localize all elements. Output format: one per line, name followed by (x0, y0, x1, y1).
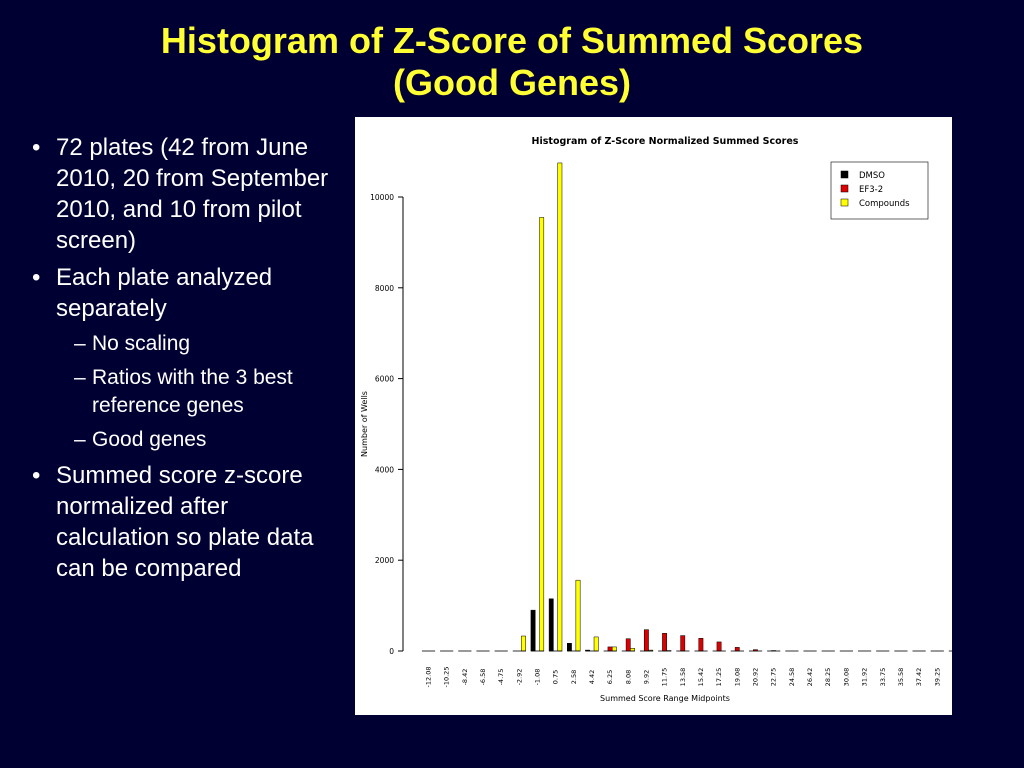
x-tick-label: 8.08 (624, 670, 632, 684)
x-tick-label: -12.08 (425, 667, 433, 688)
x-tick-label: 6.25 (606, 670, 614, 684)
bar-dmso (548, 598, 554, 652)
x-tick-label: -4.75 (497, 669, 505, 686)
bullet-text: Summed score z-score normalized after ca… (56, 462, 314, 582)
bar-ef3-2 (734, 647, 740, 652)
bar-ef3-2 (643, 629, 649, 652)
x-tick-label: 35.58 (897, 668, 905, 687)
bullet-text: Good genes (92, 428, 207, 451)
slide-title: Histogram of Z-Score of Summed Scores (G… (0, 20, 1024, 104)
bullet-list: • 72 plates (42 from June 2010, 20 from S… (32, 132, 332, 590)
bar-compounds (575, 579, 581, 652)
bar-ef3-2 (607, 646, 613, 652)
x-axis-label: Summed Score Range Midpoints (600, 694, 730, 703)
x-tick-label: 4.42 (588, 670, 596, 684)
x-tick-label: 28.25 (824, 668, 832, 687)
x-tick-label: 41.08 (951, 668, 952, 687)
bullet-text: Ratios with the 3 best reference genes (92, 366, 293, 417)
bar-compounds (539, 217, 545, 652)
x-tick-label: 15.42 (697, 668, 705, 687)
x-tick-label: 0.75 (552, 670, 560, 684)
bullet-item: – No scaling (32, 330, 332, 358)
bullet-marker: – (74, 366, 86, 389)
bullet-marker: – (74, 332, 86, 355)
y-tick-label: 2000 (375, 556, 394, 565)
title-line-2: (Good Genes) (392, 62, 631, 103)
x-tick-label: 22.75 (770, 668, 778, 687)
bullet-text: Each plate analyzed separately (56, 264, 273, 322)
bullet-marker: • (32, 462, 41, 489)
title-line-1: Histogram of Z-Score of Summed Scores (160, 20, 864, 61)
legend-label: DMSO (859, 171, 885, 181)
bar-ef3-2 (698, 638, 704, 652)
bullet-item: – Ratios with the 3 best reference genes (32, 364, 332, 420)
bar-compounds (593, 636, 599, 652)
x-tick-label: 9.92 (643, 670, 651, 684)
x-tick-label: 39.25 (933, 668, 941, 687)
bar-compounds (521, 635, 526, 652)
legend-label: EF3-2 (859, 185, 883, 195)
bullet-item: • Each plate analyzed separately (32, 262, 332, 324)
chart-title: Histogram of Z-Score Normalized Summed S… (532, 136, 799, 147)
x-tick-label: 31.92 (861, 668, 869, 687)
bar-compounds (630, 648, 635, 652)
bullet-marker: • (32, 134, 41, 161)
legend-swatch (840, 170, 849, 179)
x-tick-label: 33.75 (879, 668, 887, 687)
x-tick-label: 11.75 (661, 668, 669, 687)
bar-compounds (611, 646, 617, 652)
y-axis-label: Number of Wells (360, 391, 369, 457)
bar-dmso (567, 643, 572, 652)
histogram-chart: Histogram of Z-Score Normalized Summed S… (355, 117, 952, 715)
x-tick-label: 26.42 (806, 668, 814, 687)
y-tick-label: 8000 (375, 284, 394, 293)
bullet-marker: • (32, 264, 41, 291)
bar-compounds (557, 162, 563, 652)
bar-ef3-2 (680, 635, 686, 652)
bullet-text: 72 plates (42 from June 2010, 20 from Se… (56, 134, 329, 254)
y-tick-label: 4000 (375, 465, 394, 474)
y-tick-label: 10000 (370, 193, 394, 202)
y-tick-label: 0 (389, 647, 394, 656)
legend-label: Compounds (859, 199, 910, 209)
chart-svg: Histogram of Z-Score Normalized Summed S… (360, 136, 952, 703)
legend-swatch (840, 198, 849, 207)
x-tick-label: 24.58 (788, 668, 796, 687)
legend-swatch (840, 184, 849, 193)
x-tick-label: -1.08 (534, 669, 542, 686)
x-tick-label: 17.25 (715, 668, 723, 687)
x-tick-label: 37.42 (915, 668, 923, 687)
x-tick-label: -10.25 (443, 667, 451, 688)
x-tick-label: 20.92 (752, 668, 760, 687)
bar-dmso (530, 609, 536, 652)
x-tick-label: 2.58 (570, 670, 578, 684)
x-tick-label: -6.58 (479, 669, 487, 686)
bar-ef3-2 (625, 638, 631, 652)
x-tick-label: 19.08 (733, 668, 741, 687)
bullet-text: No scaling (92, 332, 191, 355)
x-tick-label: -8.42 (461, 669, 469, 686)
x-tick-label: -2.92 (515, 669, 523, 686)
x-tick-label: 13.58 (679, 668, 687, 687)
bar-ef3-2 (716, 641, 722, 652)
y-tick-label: 6000 (375, 375, 394, 384)
bullet-item: – Good genes (32, 426, 332, 454)
bullet-item: • 72 plates (42 from June 2010, 20 from S… (32, 132, 332, 256)
bar-ef3-2 (662, 633, 667, 652)
bullet-item: • Summed score z-score normalized after c… (32, 460, 332, 584)
x-tick-label: 30.08 (842, 668, 850, 687)
bullet-marker: – (74, 428, 86, 451)
